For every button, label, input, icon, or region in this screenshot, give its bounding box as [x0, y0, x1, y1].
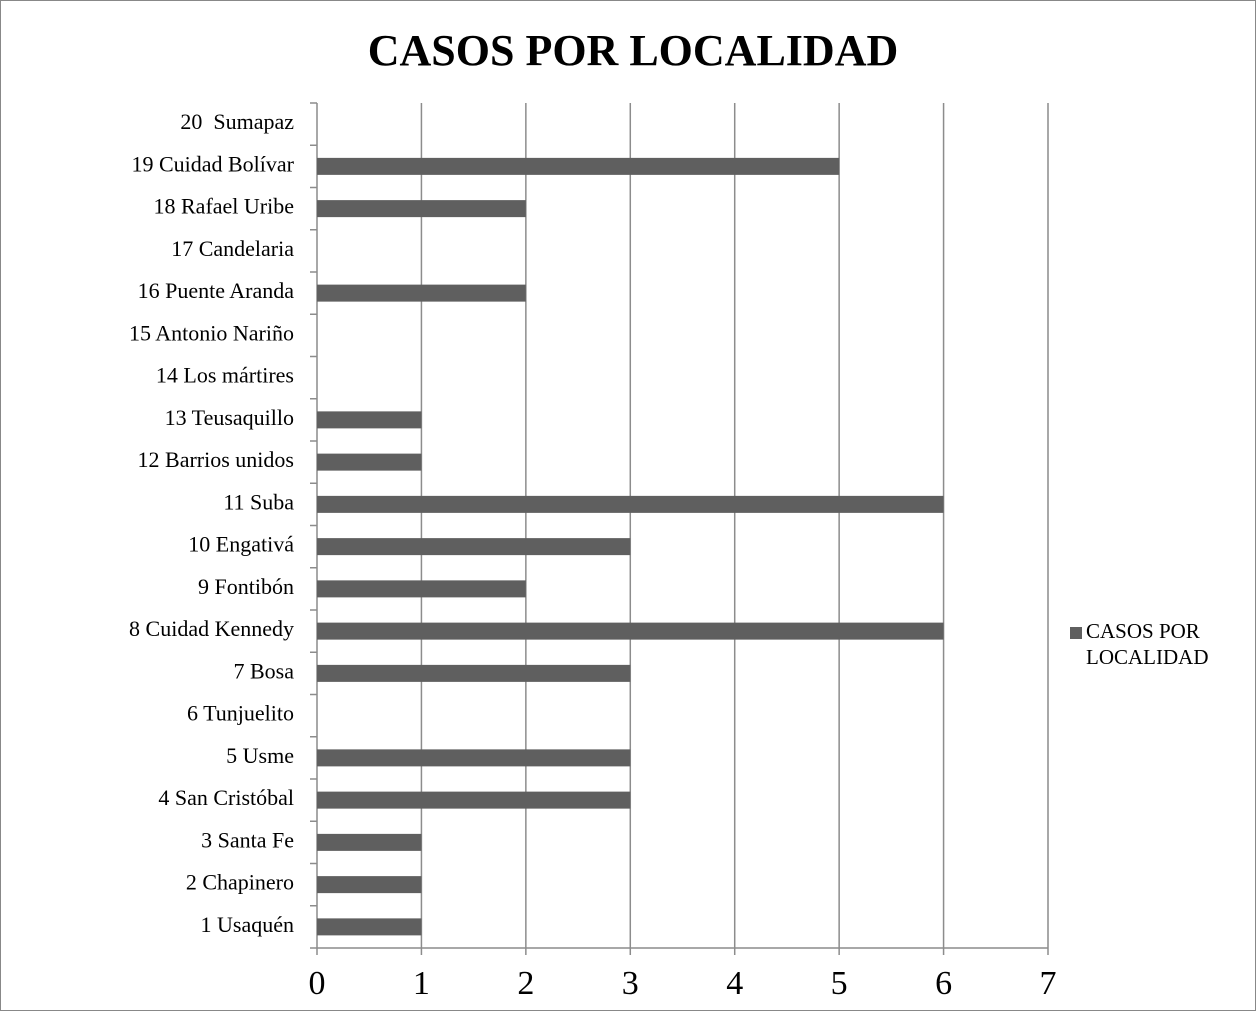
y-tick-label: 17 Candelaria — [171, 236, 294, 261]
x-tick-label: 0 — [309, 965, 326, 1002]
x-tick-label: 6 — [935, 965, 952, 1002]
bar — [317, 622, 944, 640]
legend-label: CASOS POR LOCALIDAD — [1086, 619, 1209, 669]
y-tick-label: 14 Los mártires — [156, 363, 294, 388]
y-tick-label: 1 Usaquén — [201, 912, 294, 937]
bar — [317, 580, 526, 598]
y-tick-label: 2 Chapinero — [186, 870, 294, 895]
bar — [317, 411, 422, 429]
bar — [317, 538, 631, 556]
y-tick-label: 10 Engativá — [188, 532, 294, 557]
bar — [317, 453, 422, 471]
y-tick-label: 13 Teusaquillo — [165, 405, 294, 430]
x-tick-label: 5 — [831, 965, 848, 1002]
y-tick-label: 5 Usme — [226, 743, 294, 768]
y-tick-label: 9 Fontibón — [198, 574, 294, 599]
y-tick-label: 15 Antonio Nariño — [129, 320, 294, 345]
y-tick-label: 7 Bosa — [234, 658, 295, 683]
bar — [317, 791, 631, 809]
x-tick-label: 2 — [517, 965, 534, 1002]
y-tick-label: 8 Cuidad Kennedy — [129, 616, 294, 641]
legend-swatch — [1070, 627, 1082, 639]
bar — [317, 876, 422, 894]
y-tick-label: 12 Barrios unidos — [138, 447, 294, 472]
y-tick-label: 11 Suba — [223, 489, 294, 514]
bar — [317, 495, 944, 513]
x-tick-label: 4 — [726, 965, 743, 1002]
y-tick-label: 6 Tunjuelito — [187, 701, 294, 726]
bar — [317, 157, 840, 175]
x-tick-label: 1 — [413, 965, 430, 1002]
y-tick-label: 3 Santa Fe — [201, 827, 294, 852]
bar — [317, 284, 526, 302]
y-tick-label: 18 Rafael Uribe — [154, 194, 295, 219]
x-tick-label: 3 — [622, 965, 639, 1002]
y-tick-label: 19 Cuidad Bolívar — [131, 151, 294, 176]
bar — [317, 918, 422, 936]
chart-title: CASOS POR LOCALIDAD — [368, 26, 899, 75]
y-tick-label: 20 Sumapaz — [180, 109, 294, 134]
y-tick-label: 4 San Cristóbal — [158, 785, 294, 810]
bar — [317, 200, 526, 218]
x-tick-label: 7 — [1040, 965, 1057, 1002]
bar — [317, 664, 631, 682]
y-tick-label: 16 Puente Aranda — [138, 278, 295, 303]
legend-entry: CASOS POR LOCALIDAD — [1086, 619, 1209, 669]
bar — [317, 749, 631, 767]
bar — [317, 833, 422, 851]
